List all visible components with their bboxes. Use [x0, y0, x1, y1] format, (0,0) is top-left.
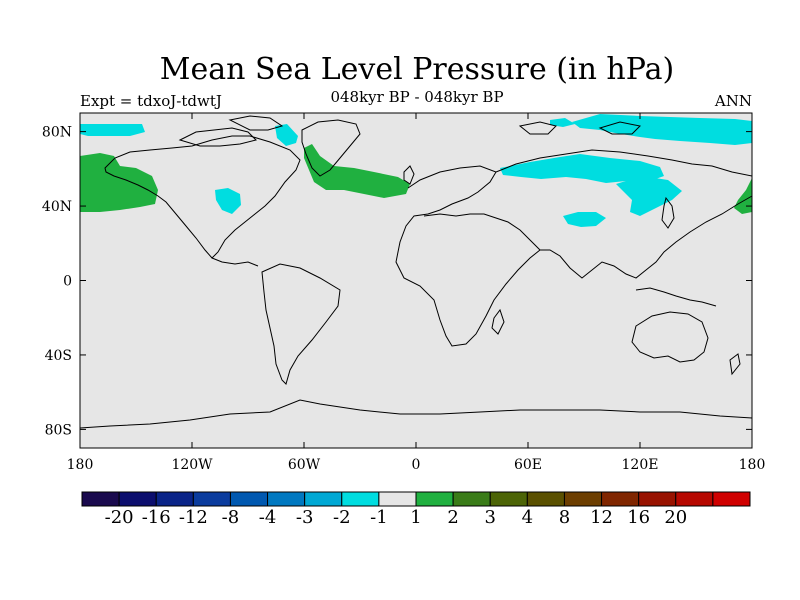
map-subtitle: 048kyr BP - 048kyr BP — [330, 88, 504, 106]
lon-tick-label: 60W — [288, 457, 321, 473]
colorbar-swatch — [638, 491, 677, 507]
colorbar: -20 -16 -12 -8 -4 -3 -2 -1 1 2 3 4 8 12 16 20 — [81, 491, 751, 528]
lat-tick-label: 80S — [45, 422, 72, 438]
colorbar-swatch — [563, 491, 603, 507]
colorbar-swatch — [192, 491, 231, 507]
colorbar-swatch — [341, 491, 380, 507]
lon-tick-label: 120E — [622, 457, 659, 473]
coastlines — [79, 115, 753, 429]
colorbar-label: 4 — [522, 507, 533, 528]
lon-tick-label: 60E — [514, 457, 542, 473]
colorbar-label: -16 — [142, 507, 171, 528]
colorbar-label: 20 — [664, 507, 687, 528]
colorbar-swatch — [378, 491, 417, 507]
longitude-axis: 180 120W 60W 0 60E 120E 180 — [67, 113, 766, 473]
colorbar-swatch — [304, 491, 343, 507]
lon-tick-label: 180 — [739, 457, 766, 473]
colorbar-swatch — [229, 491, 269, 507]
colorbar-swatch — [526, 491, 565, 507]
positive-anomaly-regions — [80, 144, 752, 214]
colorbar-label: -12 — [179, 507, 208, 528]
lon-tick-label: 180 — [67, 457, 94, 473]
colorbar-label: -20 — [105, 507, 134, 528]
colorbar-label: 8 — [559, 507, 570, 528]
colorbar-label: -8 — [222, 507, 240, 528]
latitude-axis: 80N 40N 0 40S 80S — [42, 125, 752, 438]
negative-anomaly-regions — [80, 114, 752, 227]
colorbar-label: -2 — [333, 507, 351, 528]
colorbar-swatch — [489, 491, 528, 507]
lon-tick-label: 120W — [171, 457, 213, 473]
lon-tick-label: 0 — [412, 457, 421, 473]
lat-tick-label: 0 — [63, 274, 72, 290]
colorbar-swatch — [267, 491, 306, 507]
colorbar-label: -4 — [259, 507, 277, 528]
colorbar-label: -3 — [296, 507, 314, 528]
colorbar-swatch — [81, 491, 120, 507]
season-label: ANN — [714, 92, 752, 110]
colorbar-label: 12 — [590, 507, 613, 528]
colorbar-swatch — [452, 491, 491, 507]
lat-tick-label: 40N — [42, 199, 72, 215]
lat-tick-label: 40S — [45, 348, 72, 364]
colorbar-swatch — [601, 491, 640, 507]
colorbar-swatch — [675, 491, 714, 507]
lat-tick-label: 80N — [42, 125, 72, 141]
colorbar-label: 1 — [410, 507, 421, 528]
colorbar-label: -1 — [370, 507, 388, 528]
plot-background — [80, 113, 752, 448]
map-title: Mean Sea Level Pressure (in hPa) — [159, 52, 675, 87]
experiment-label: Expt = tdxoJ-tdwtJ — [80, 92, 222, 110]
colorbar-label: 16 — [627, 507, 650, 528]
colorbar-swatch — [415, 491, 454, 507]
colorbar-swatch — [712, 491, 751, 507]
colorbar-swatch — [118, 491, 157, 507]
colorbar-swatch — [155, 491, 194, 507]
colorbar-label: 2 — [447, 507, 458, 528]
colorbar-label: 3 — [484, 507, 495, 528]
